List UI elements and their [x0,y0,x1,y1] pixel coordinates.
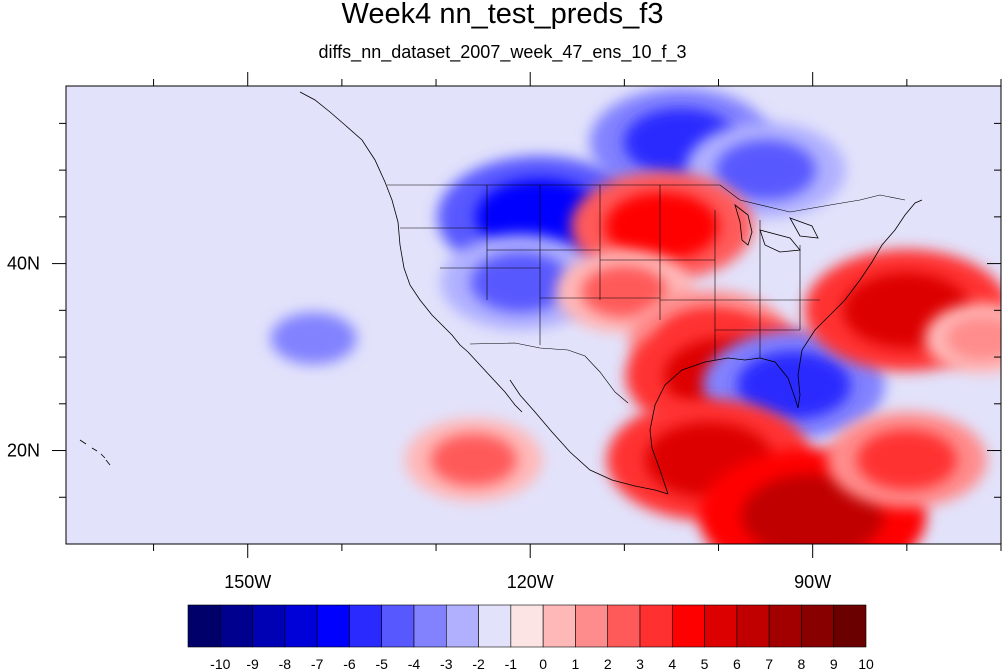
colorbar-label: 4 [668,656,676,672]
colorbar-swatch [768,604,802,648]
colorbar-swatch [316,604,350,648]
colorbar-swatch [639,604,673,648]
colorbar-swatch [349,604,383,648]
colorbar: -10 -9 -8 -7 -6 -5 -4 -3 -2 -1 0 1 2 3 4 5 6 7 8 9 10 [187,604,874,672]
colorbar-swatch [510,604,544,648]
axis-ticks: 150W 120W 90W 20N 40N [7,72,1002,592]
colorbar-label: -5 [375,656,388,672]
anomaly-core [856,429,957,490]
anomaly-region: East Pacific negative: -3 [244,296,383,380]
colorbar-label: -10 [210,656,230,672]
colorbar-label: 1 [572,656,580,672]
anomaly-core [605,192,720,261]
anomaly-core [270,312,357,365]
chart-title: Week4 nn_test_preds_f3 [341,0,664,30]
y-tick-label: 20N [7,441,40,461]
colorbar-label: 2 [604,656,612,672]
colorbar-swatch [284,604,318,648]
y-tick-label: 40N [7,254,40,274]
colorbar-swatch [704,604,738,648]
state-lines [400,185,820,360]
colorbar-label: 9 [830,656,838,672]
colorbar-swatch [478,604,512,648]
chart-subtitle: diffs_nn_dataset_2007_week_47_ens_10_f_3 [318,42,687,62]
plot-frame [65,85,1002,545]
colorbar-swatch [445,604,479,648]
us-canada-border [387,184,906,213]
anomaly-region: Caribbean positive: 4 [826,411,987,508]
x-tick-label: 120W [507,572,554,592]
great-lakes [734,203,819,253]
colorbar-swatch [542,604,576,648]
colorbar-label: -8 [279,656,292,672]
field-contours: North Canada negative band: -5Canadian p… [244,87,1001,544]
colorbar-label: -3 [440,656,453,672]
colorbar-swatch [833,604,867,648]
map-plot-area: North Canada negative band: -5Canadian p… [7,72,1002,592]
colorbar-label: 7 [765,656,773,672]
colorbar-label: -7 [311,656,324,672]
colorbar-swatch [252,604,286,648]
colorbar-label: -2 [472,656,485,672]
anomaly-region: Subtropical Atlantic positive: 2 [924,303,1001,374]
anomaly-region: Northern Rockies positive: 5 [570,171,754,281]
colorbar-label: -6 [343,656,356,672]
x-tick-label: 150W [224,572,271,592]
colorbar-swatch [219,604,253,648]
anomaly-core [430,433,517,486]
gulf-coastline [649,357,761,495]
colorbar-swatch [187,604,221,648]
colorbar-swatch [607,604,641,648]
colorbar-swatch [381,604,415,648]
colorbar-swatch [801,604,835,648]
colorbar-label: 6 [733,656,741,672]
anomaly-core [581,265,668,318]
colorbar-swatch [671,604,705,648]
anomaly-region: Tropical Pacific positive: 3 [404,418,543,502]
coastlines [79,91,923,495]
colorbar-label: 3 [636,656,644,672]
anomaly-core [470,252,571,313]
anomaly-core [715,140,816,201]
us-mexico-border [469,342,629,404]
mexico-coastline [509,379,669,495]
anomaly-core [946,316,1001,361]
colorbar-swatch [413,604,447,648]
colorbar-label: 0 [539,656,547,672]
colorbar-label: -4 [408,656,421,672]
colorbar-label: -1 [505,656,518,672]
colorbar-swatch [575,604,609,648]
anomaly-region: Four Corners positive: 3 [555,250,694,334]
pacific-coastline [299,91,469,353]
baja-coastline [467,351,523,413]
atlantic-coastline [759,199,923,409]
x-tick-label: 90W [794,572,831,592]
hawaii-islands [79,439,111,466]
colorbar-label: 10 [858,656,874,672]
colorbar-label: -9 [246,656,259,672]
colorbar-swatch [736,604,770,648]
colorbar-label: 8 [798,656,806,672]
anomaly-core [736,351,851,420]
colorbar-label: 5 [701,656,709,672]
political-borders [387,184,906,404]
